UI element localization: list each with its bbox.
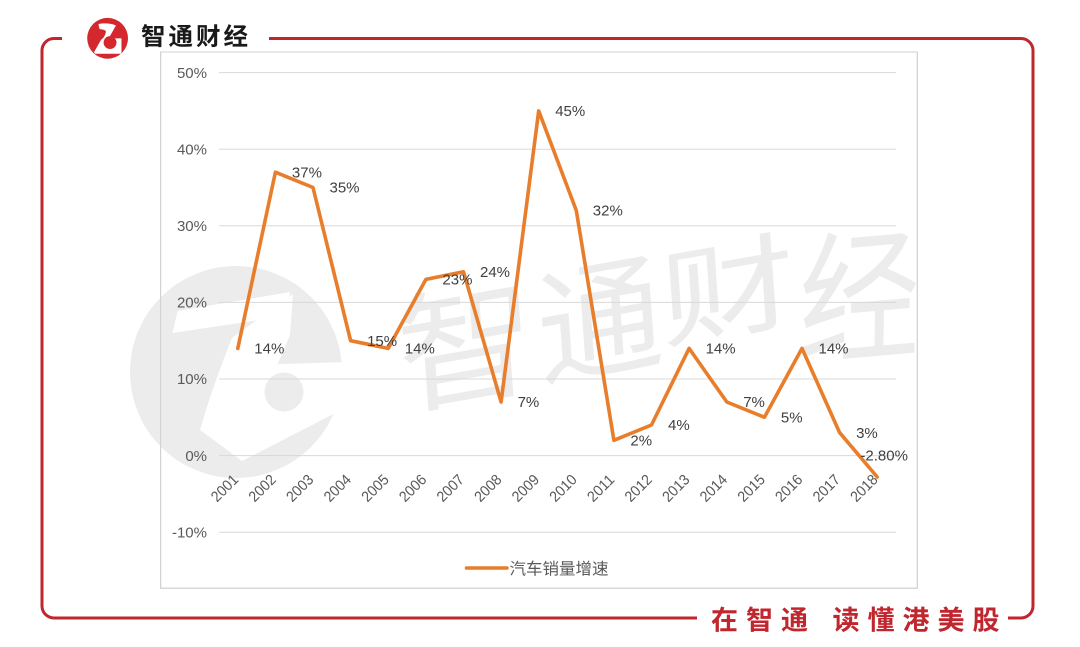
svg-text:0%: 0% [185, 448, 207, 465]
svg-text:3%: 3% [856, 425, 878, 442]
svg-text:32%: 32% [593, 203, 623, 220]
svg-text:-2.80%: -2.80% [860, 448, 908, 465]
svg-text:20%: 20% [177, 295, 207, 312]
svg-text:14%: 14% [405, 341, 435, 358]
svg-text:30%: 30% [177, 218, 207, 235]
svg-text:35%: 35% [330, 180, 360, 197]
svg-text:2%: 2% [630, 433, 652, 450]
svg-text:40%: 40% [177, 141, 207, 158]
svg-text:14%: 14% [706, 341, 736, 358]
svg-text:14%: 14% [254, 341, 284, 358]
svg-text:7%: 7% [743, 394, 765, 411]
svg-text:10%: 10% [177, 371, 207, 388]
svg-text:45%: 45% [555, 103, 585, 120]
svg-text:37%: 37% [292, 164, 322, 181]
svg-text:4%: 4% [668, 417, 690, 434]
svg-text:24%: 24% [480, 264, 510, 281]
svg-text:14%: 14% [819, 341, 849, 358]
svg-text:50%: 50% [177, 65, 207, 82]
svg-text:23%: 23% [442, 272, 472, 289]
svg-text:15%: 15% [367, 333, 397, 350]
svg-text:5%: 5% [781, 410, 803, 427]
svg-text:7%: 7% [518, 394, 540, 411]
svg-text:-10%: -10% [172, 524, 207, 541]
